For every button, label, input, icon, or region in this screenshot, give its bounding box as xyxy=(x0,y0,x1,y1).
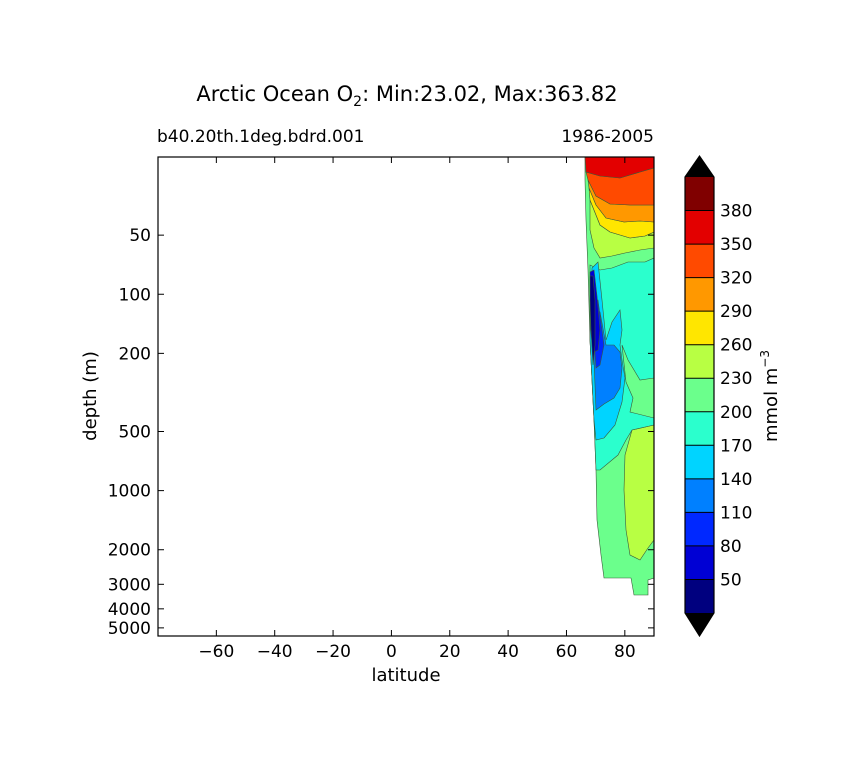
x-tick-label: 60 xyxy=(556,642,578,662)
x-tick-label: −40 xyxy=(257,642,293,662)
contour-field xyxy=(584,157,654,596)
colorbar-tick-label: 320 xyxy=(720,269,752,289)
y-axis-label: depth (m) xyxy=(80,351,101,441)
colorbar-segment xyxy=(685,344,714,379)
colorbar-outline xyxy=(684,154,715,638)
y-tick-label: 50 xyxy=(129,226,151,246)
colorbar-extend-max xyxy=(685,156,714,177)
colorbar-tick-label: 290 xyxy=(720,302,752,322)
y-tick-label: 5000 xyxy=(108,619,151,639)
colorbar-segment xyxy=(685,579,714,613)
x-axis-label: latitude xyxy=(371,665,440,686)
colorbar-tick-label: 50 xyxy=(720,570,742,590)
colorbar-segment xyxy=(685,411,714,446)
colorbar-tick-label: 110 xyxy=(720,503,752,523)
colorbar-tick-label: 230 xyxy=(720,369,752,389)
y-tick-label: 2000 xyxy=(108,541,151,561)
colorbar-segment xyxy=(685,378,714,412)
x-tick-label: 40 xyxy=(497,642,519,662)
plot-frame xyxy=(157,156,655,637)
colorbar-segment xyxy=(685,545,714,580)
x-tick-label: 20 xyxy=(439,642,461,662)
colorbar-segment xyxy=(685,244,714,278)
colorbar-extend-min xyxy=(685,613,714,636)
y-tick-label: 4000 xyxy=(108,600,151,620)
x-tick-label: 80 xyxy=(614,642,636,662)
x-tick-label: −20 xyxy=(315,642,351,662)
colorbar-tick-label: 350 xyxy=(720,235,752,255)
colorbar-segment xyxy=(685,445,714,479)
colorbar-tick-label: 200 xyxy=(720,403,752,423)
x-tick-label: −60 xyxy=(198,642,234,662)
colorbar-segment xyxy=(685,177,714,211)
contour-band-230-260-deep xyxy=(623,424,654,561)
colorbar-tick-label: 170 xyxy=(720,436,752,456)
colorbar-segment xyxy=(685,311,714,345)
x-tick-label: 0 xyxy=(386,642,397,662)
colorbar-segment xyxy=(685,512,714,546)
chart-title: Arctic Ocean O2: Min:23.02, Max:363.82 xyxy=(196,82,617,110)
colorbar-segment xyxy=(685,277,714,312)
y-tick-label: 500 xyxy=(119,423,151,443)
colorbar-tick-label: 260 xyxy=(720,336,752,356)
x-axis: −60 −40 −20 0 20 40 60 80 xyxy=(198,157,636,662)
y-tick-label: 200 xyxy=(119,344,151,364)
y-tick-label: 1000 xyxy=(108,482,151,502)
subtitle-period: 1986-2005 xyxy=(561,127,654,147)
colorbar-tick-label: 80 xyxy=(720,537,742,557)
colorbar-tick-label: 380 xyxy=(720,202,752,222)
colorbar-segment xyxy=(685,478,714,513)
colorbar-tick-label: 140 xyxy=(720,470,752,490)
colorbar: 50 80 110 140 170 200 230 260 290 320 350 380 xyxy=(684,154,752,638)
y-tick-label: 100 xyxy=(119,285,151,305)
contour-band-350-380 xyxy=(584,157,654,179)
y-tick-label: 3000 xyxy=(108,575,151,595)
contour-band-min xyxy=(589,275,596,366)
subtitle-run-name: b40.20th.1deg.bdrd.001 xyxy=(157,127,364,147)
colorbar-segment xyxy=(685,210,714,245)
colorbar-label: mmol m−3 xyxy=(758,350,782,442)
